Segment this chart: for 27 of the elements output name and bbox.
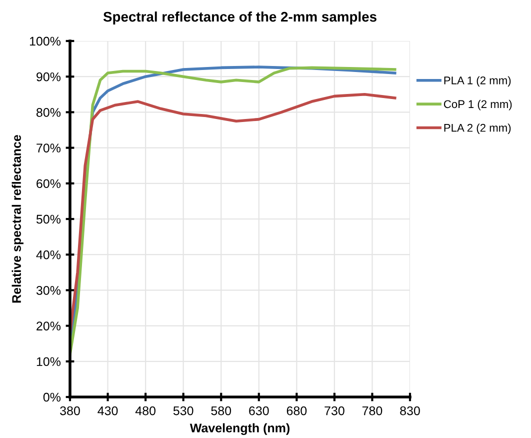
y-tick-label: 10%: [36, 357, 61, 366]
legend-label: PLA 2 (2 mm): [444, 124, 511, 134]
y-tick-label: 30%: [36, 286, 61, 295]
y-tick-label: 90%: [36, 72, 61, 82]
x-tick-label: 580: [211, 406, 232, 416]
x-axis-title: Wavelength (nm): [190, 423, 290, 435]
y-tick-label: 70%: [36, 144, 61, 152]
y-tick-label: 20%: [36, 322, 61, 330]
x-tick-label: 480: [135, 406, 156, 416]
y-axis-title: Relative spectral reflectance: [12, 135, 24, 303]
x-tick-label: 780: [362, 406, 382, 416]
y-tick-label: 100%: [30, 36, 61, 46]
x-tick-label: 830: [400, 406, 420, 416]
y-tick-label: 50%: [36, 214, 61, 224]
x-tick-label: 430: [98, 406, 118, 416]
x-tick-label: 630: [249, 406, 269, 416]
chart-title: Spectral reflectance of the 2-mm samples: [103, 11, 376, 24]
x-tick-label: 680: [286, 406, 307, 416]
legend-label: CoP 1 (2 mm): [444, 100, 512, 110]
y-tick-label: 60%: [36, 179, 61, 188]
x-tick-label: 380: [60, 406, 80, 416]
x-tick-label: 530: [173, 406, 194, 416]
x-tick-label: 730: [324, 406, 344, 416]
legend-label: PLA 1 (2 mm): [444, 76, 511, 87]
y-tick-label: 80%: [36, 108, 61, 117]
y-tick-label: 40%: [36, 250, 61, 260]
y-tick-label: 0%: [43, 392, 61, 402]
